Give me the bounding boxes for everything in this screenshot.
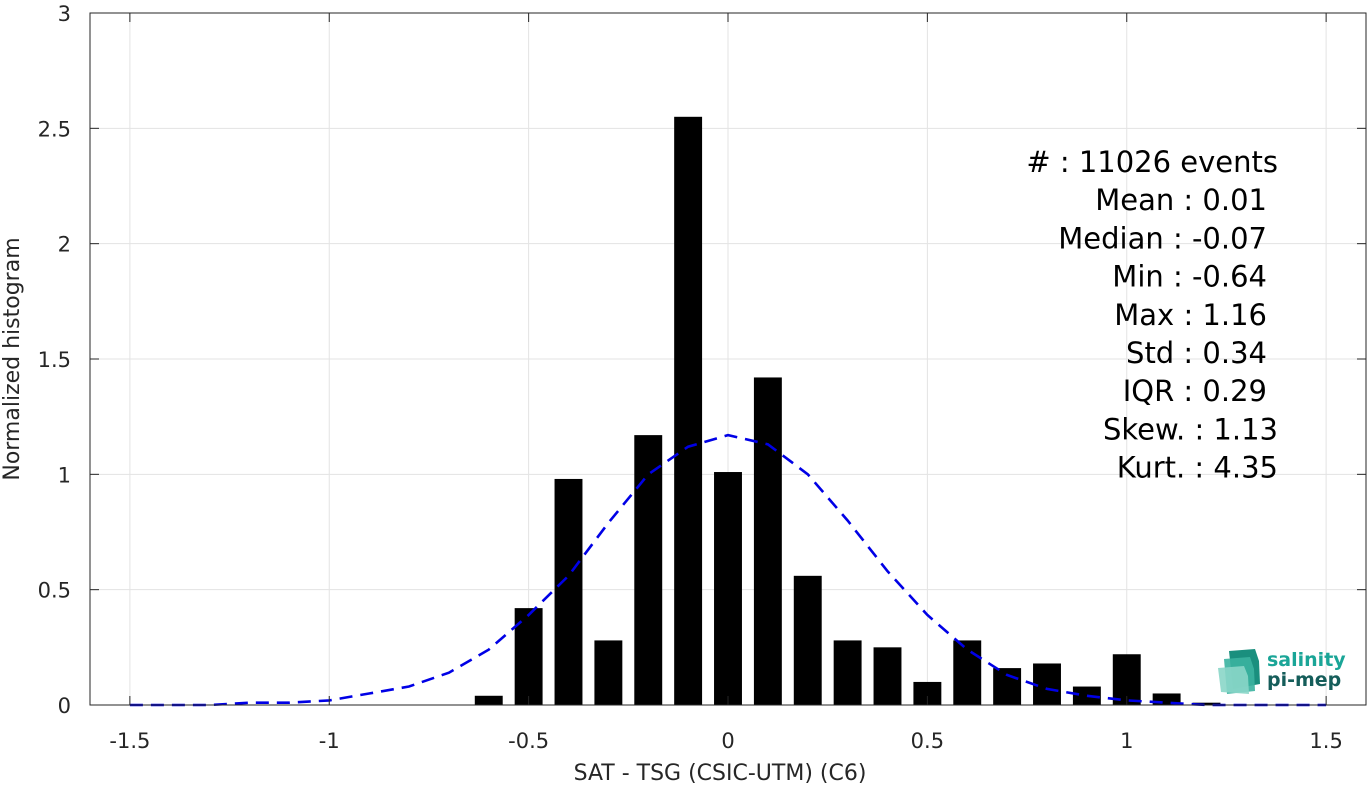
histogram-bar — [674, 116, 703, 706]
y-tick-label: 1 — [58, 463, 71, 487]
histogram-bar — [714, 472, 742, 705]
stat-line: Kurt. : 4.35 — [1117, 451, 1278, 485]
histogram-bar — [1192, 702, 1221, 705]
x-tick-label: -0.5 — [508, 729, 549, 753]
y-tick-label: 0 — [58, 694, 71, 718]
x-tick-label: 1.5 — [1309, 729, 1342, 753]
stat-line: IQR : 0.29 — [1123, 374, 1267, 408]
y-axis-label: Normalized histogram — [0, 237, 25, 480]
stat-line: Std : 0.34 — [1126, 336, 1267, 370]
x-tick-labels: -1.5 -1 -0.5 0 0.5 1 1.5 — [109, 729, 1342, 753]
logo-text-salinity: salinity — [1267, 649, 1346, 671]
salinity-pimep-logo: salinity pi-mep — [1218, 649, 1346, 694]
stat-line: Min : -0.64 — [1112, 260, 1267, 294]
histogram-bar — [913, 681, 942, 705]
histogram-bar — [753, 377, 782, 705]
logo-emblem-icon — [1218, 649, 1260, 694]
stat-line: # : 11026 events — [1026, 145, 1278, 179]
histogram-bar — [594, 640, 623, 705]
stat-line: Skew. : 1.13 — [1103, 412, 1278, 446]
x-tick-label: -1 — [319, 729, 340, 753]
y-tick-labels: 0 0.5 1 1.5 2 2.5 3 — [38, 2, 71, 718]
stat-line: Max : 1.16 — [1114, 298, 1267, 332]
histogram-bar — [873, 647, 902, 705]
logo-text-pimep: pi-mep — [1267, 669, 1341, 691]
x-tick-label: 0 — [721, 729, 734, 753]
y-tick-label: 3 — [58, 2, 71, 26]
y-tick-label: 2 — [58, 233, 71, 257]
y-tick-label: 1.5 — [38, 348, 71, 372]
histogram-bar — [474, 695, 503, 705]
x-axis-label: SAT - TSG (CSIC-UTM) (C6) — [574, 761, 867, 785]
y-tick-label: 2.5 — [38, 117, 71, 141]
axes-box — [89, 12, 1367, 706]
statistics-box: # : 11026 events Mean : 0.01 Median : -0.0… — [1026, 145, 1278, 485]
bars — [474, 116, 1221, 706]
x-tick-label: 1 — [1120, 729, 1133, 753]
stat-line: Mean : 0.01 — [1095, 183, 1267, 217]
stat-line: Median : -0.07 — [1058, 221, 1267, 255]
histogram-bar — [1072, 686, 1101, 705]
x-tick-label: -1.5 — [109, 729, 150, 753]
histogram-bar — [953, 640, 982, 705]
histogram-bar — [1152, 693, 1181, 705]
histogram-bar — [1033, 663, 1061, 705]
histogram-bar — [793, 575, 822, 705]
histogram-bar — [833, 640, 862, 705]
x-tick-label: 0.5 — [911, 729, 944, 753]
histogram-bar — [554, 478, 583, 705]
histogram-bar — [634, 435, 663, 705]
y-tick-label: 0.5 — [38, 579, 71, 603]
